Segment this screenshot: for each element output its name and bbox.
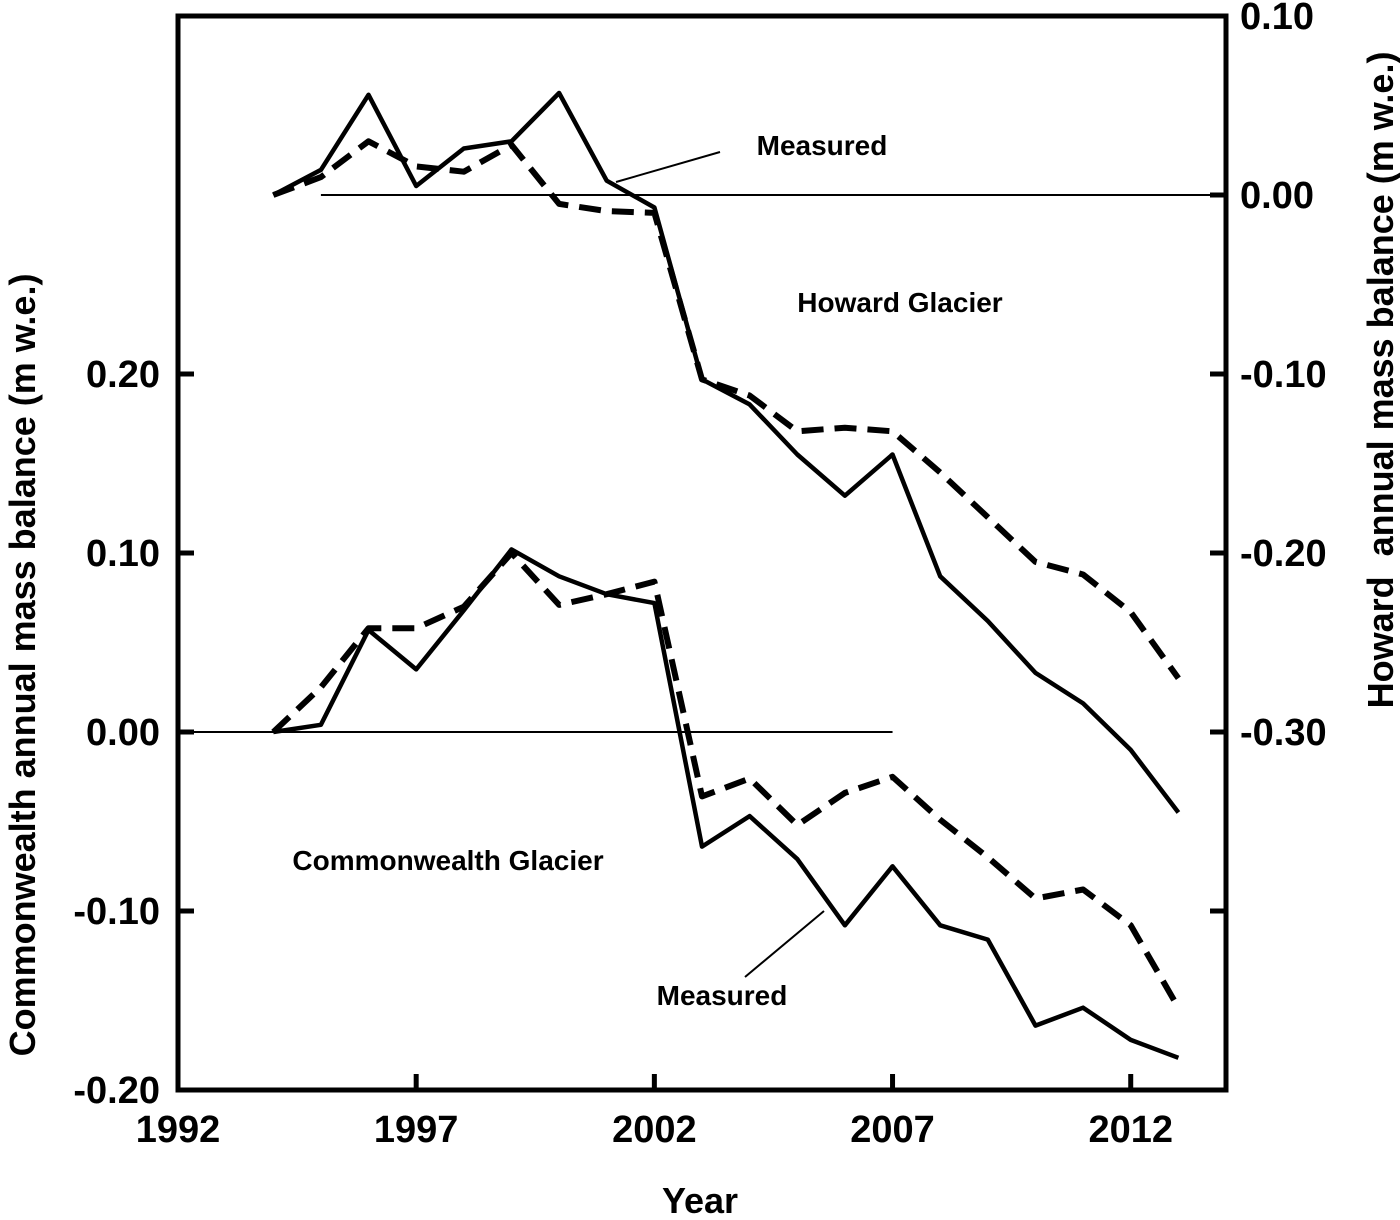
x-tick-label: 1997 bbox=[374, 1109, 459, 1151]
commonwealth-measured-leader-line bbox=[744, 910, 825, 978]
x-tick-label: 2002 bbox=[612, 1109, 697, 1151]
commonwealth-dashed-line bbox=[271, 550, 1181, 1010]
commonwealth-measured-label: Measured bbox=[657, 980, 788, 1011]
howard-measured-label: Measured bbox=[757, 130, 888, 161]
left-tick-label: 0.10 bbox=[86, 533, 160, 575]
left-axis-title: Commonwealth annual mass balance (m w.e.… bbox=[2, 274, 43, 1057]
left-tick-label: 0.00 bbox=[86, 712, 160, 754]
howard-glacier-label: Howard Glacier bbox=[797, 287, 1003, 318]
right-tick-label: -0.10 bbox=[1240, 354, 1327, 396]
howard-dashed-line bbox=[272, 138, 1181, 681]
commonwealth-solid-line bbox=[272, 547, 1180, 1060]
right-axis-title: Howard annual mass balance (m w.e.) bbox=[1360, 52, 1400, 709]
right-tick-label: 0.10 bbox=[1240, 0, 1314, 38]
x-tick-label: 2007 bbox=[850, 1109, 935, 1151]
right-tick-label: -0.20 bbox=[1240, 533, 1327, 575]
right-tick-label: 0.00 bbox=[1240, 175, 1314, 217]
left-tick-label: 0.20 bbox=[86, 354, 160, 396]
left-tick-label: -0.20 bbox=[73, 1070, 160, 1112]
howard-solid-line bbox=[272, 90, 1181, 814]
commonwealth-glacier-label: Commonwealth Glacier bbox=[292, 845, 603, 876]
plot-frame bbox=[175, 13, 1229, 1093]
x-tick-label: 2012 bbox=[1088, 1109, 1173, 1151]
x-tick-label: 1992 bbox=[136, 1109, 221, 1151]
right-tick-label: -0.30 bbox=[1240, 712, 1327, 754]
left-tick-label: -0.10 bbox=[73, 891, 160, 933]
howard-measured-leader-line bbox=[615, 151, 721, 183]
x-axis-title: Year bbox=[662, 1180, 738, 1220]
